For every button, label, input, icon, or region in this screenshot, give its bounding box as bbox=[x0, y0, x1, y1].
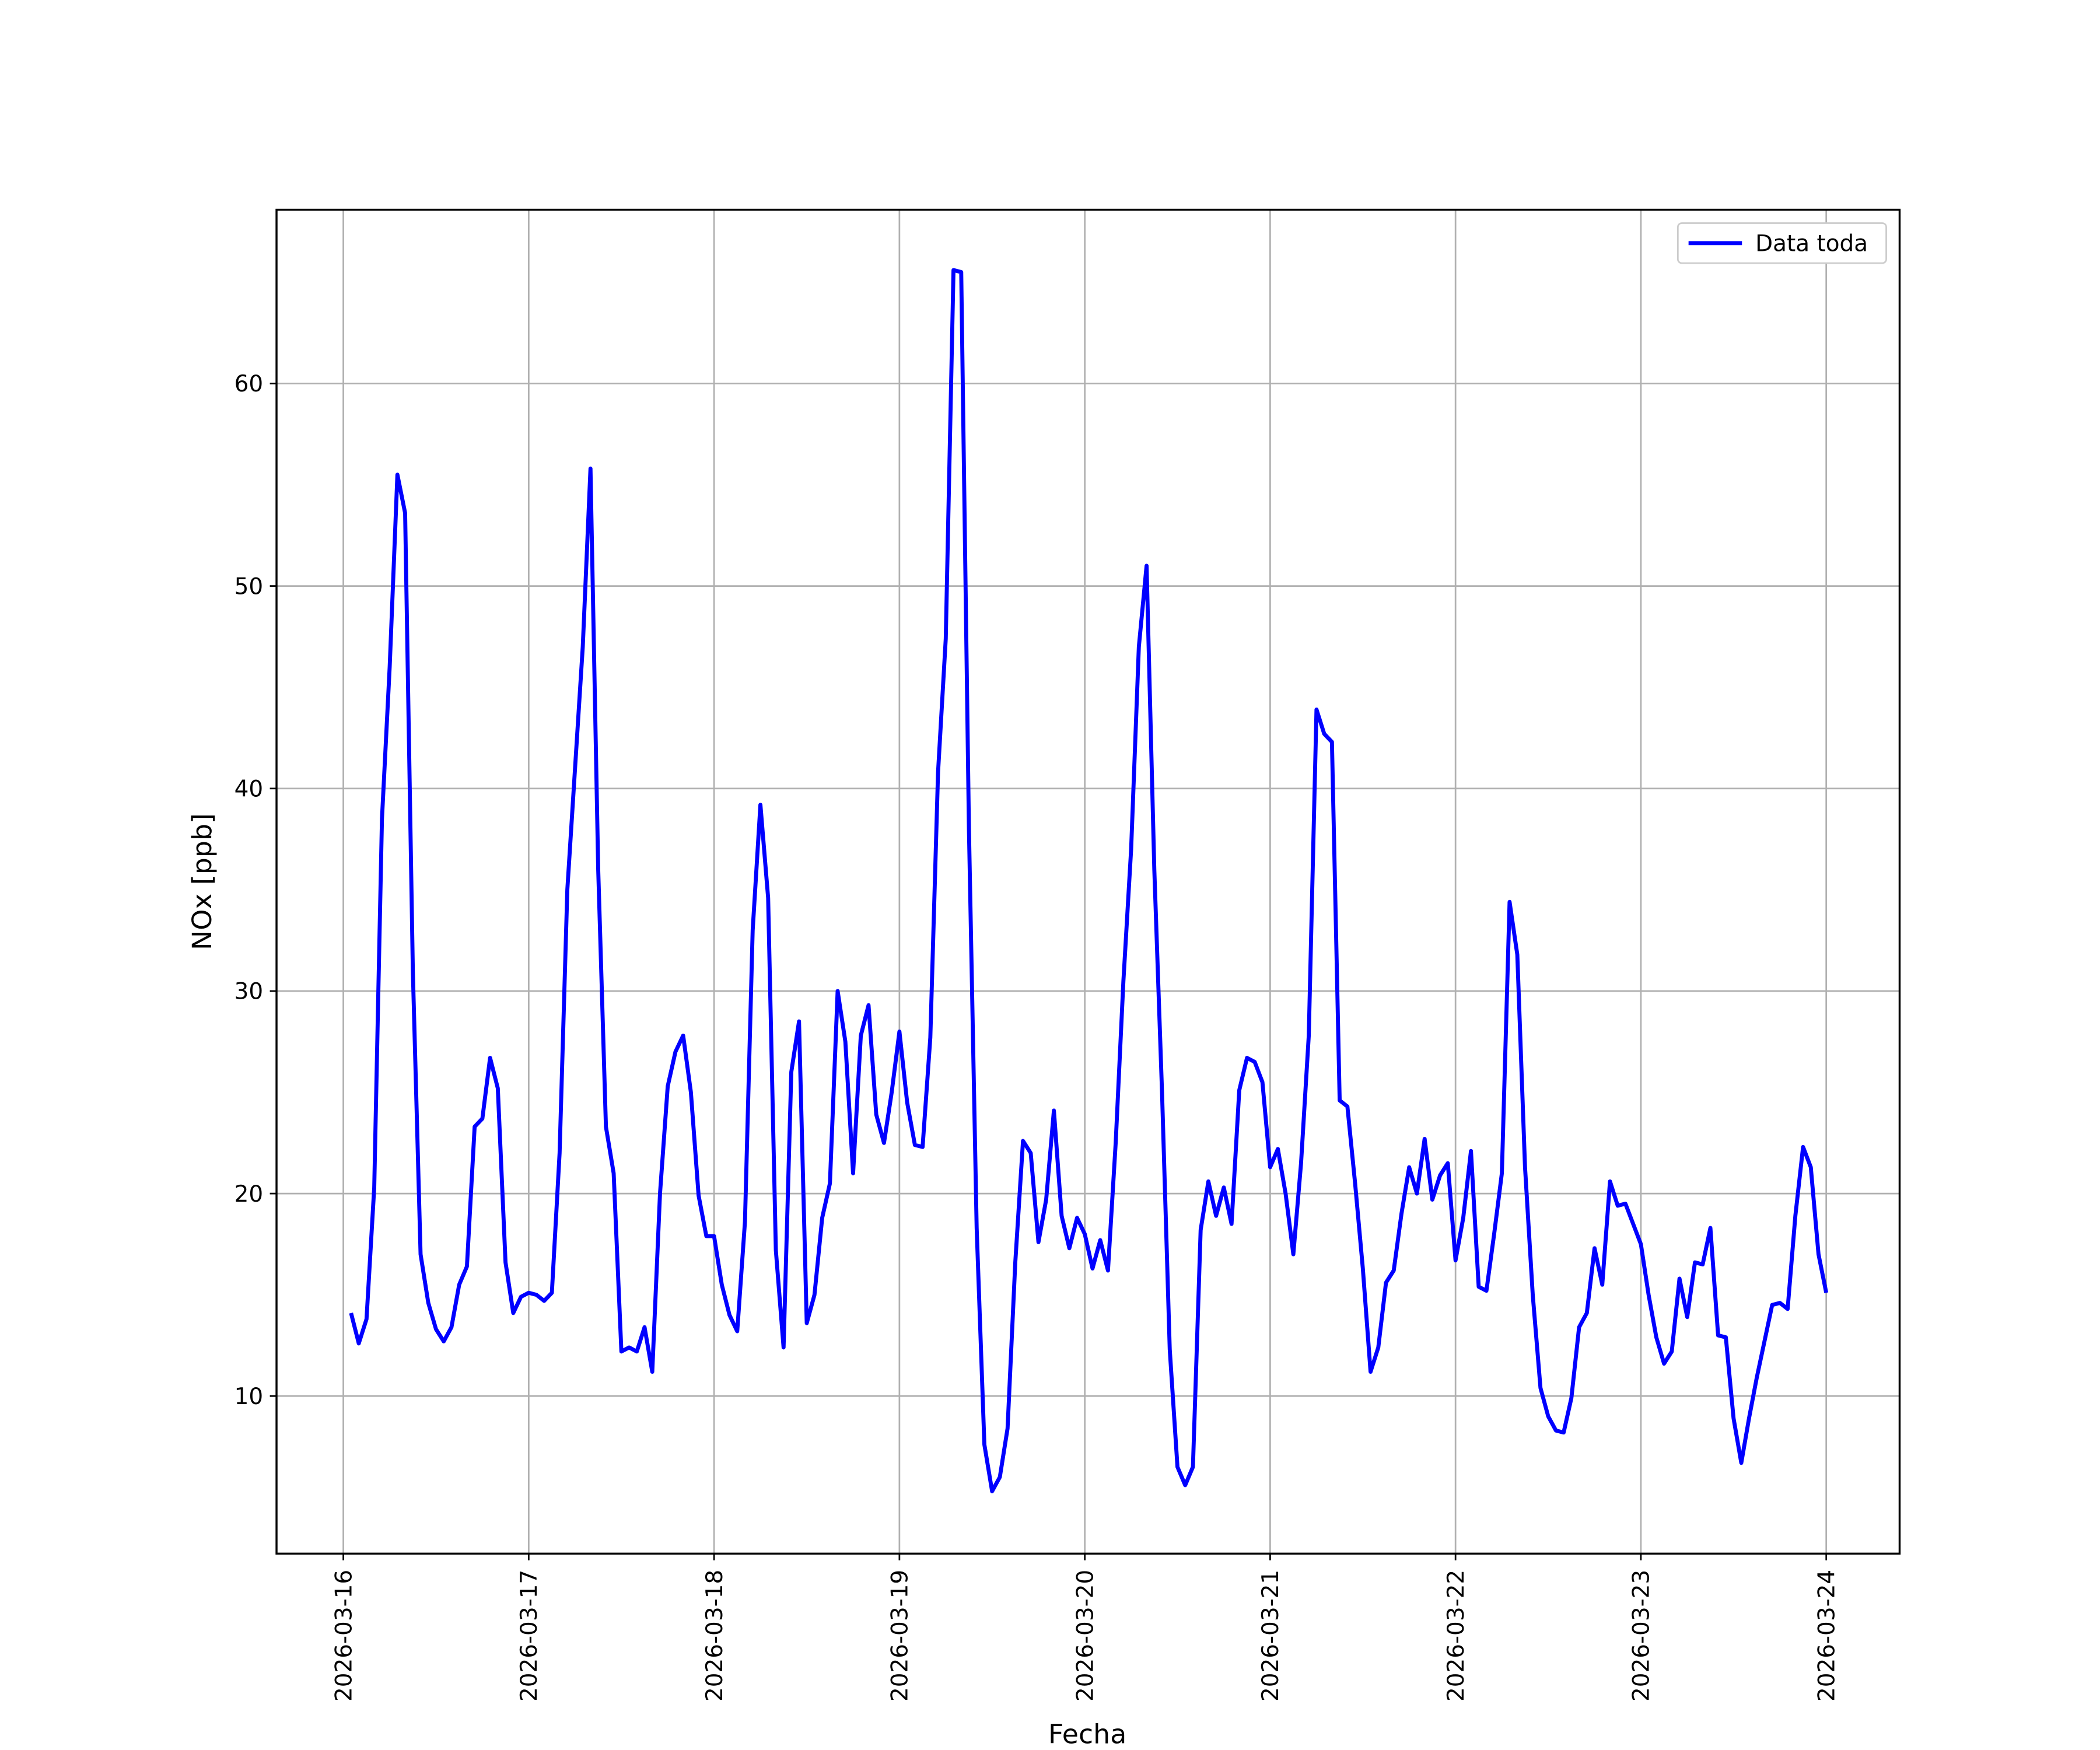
x-tick-label: 2026-03-23 bbox=[1629, 1570, 1655, 1702]
legend-label: Data toda bbox=[1755, 231, 1868, 257]
x-tick-label: 2026-03-22 bbox=[1443, 1570, 1469, 1702]
y-axis-label: NOx [ppb] bbox=[186, 813, 218, 950]
y-tick-label: 20 bbox=[235, 1181, 264, 1208]
x-tick-label: 2026-03-21 bbox=[1258, 1570, 1284, 1702]
legend: Data toda bbox=[1676, 222, 1887, 264]
plot-frame bbox=[275, 208, 1901, 1555]
x-tick-label: 2026-03-18 bbox=[702, 1570, 728, 1702]
x-tick-label: 2026-03-24 bbox=[1814, 1570, 1840, 1702]
x-tick-label: 2026-03-16 bbox=[331, 1570, 357, 1702]
x-axis-label: Fecha bbox=[1048, 1718, 1126, 1750]
y-tick-label: 60 bbox=[235, 371, 264, 397]
x-tick-label: 2026-03-17 bbox=[516, 1570, 542, 1702]
x-tick-label: 2026-03-20 bbox=[1072, 1570, 1098, 1702]
y-tick-label: 40 bbox=[235, 776, 264, 802]
legend-box bbox=[1676, 222, 1887, 264]
x-tick-label: 2026-03-19 bbox=[887, 1570, 914, 1702]
data-line bbox=[349, 268, 1829, 1493]
y-tick-label: 30 bbox=[235, 979, 264, 1005]
y-tick-label: 50 bbox=[235, 573, 264, 600]
y-tick-label: 10 bbox=[235, 1384, 264, 1410]
